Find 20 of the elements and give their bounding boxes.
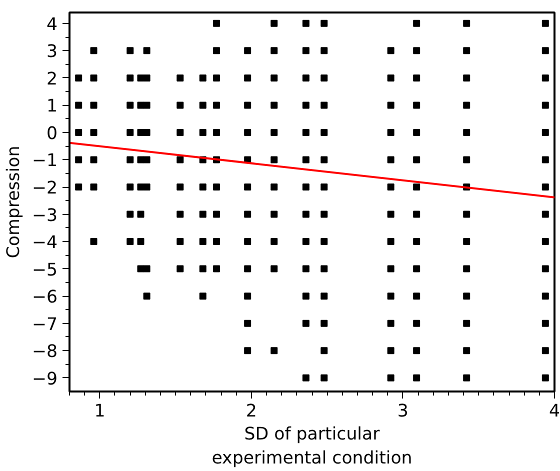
y-tick-label: −1 <box>32 151 58 172</box>
y-tick-label: −5 <box>32 260 58 280</box>
y-axis-title: Compression <box>4 146 24 258</box>
x-tick-label: 1 <box>94 402 106 422</box>
y-tick-label: −3 <box>32 206 58 226</box>
y-tick-label: 2 <box>46 69 58 90</box>
x-tick-label: 3 <box>397 402 408 422</box>
y-tick-label: −4 <box>32 233 58 254</box>
y-tick-label: 0 <box>46 124 58 144</box>
y-tick-label: −8 <box>32 342 58 362</box>
y-tick-label: 3 <box>46 42 58 62</box>
y-tick-label: −7 <box>32 314 58 335</box>
x-tick-label: 4 <box>548 402 560 422</box>
y-tick-label: −2 <box>32 178 58 199</box>
y-tick-label: −6 <box>32 288 58 308</box>
x-tick-label: 2 <box>246 402 257 422</box>
y-tick-label: 1 <box>46 96 58 117</box>
y-tick-label: −9 <box>32 369 58 390</box>
y-tick-label: 4 <box>46 14 58 35</box>
x-axis-title: SD of particular experimental condition <box>212 424 412 468</box>
